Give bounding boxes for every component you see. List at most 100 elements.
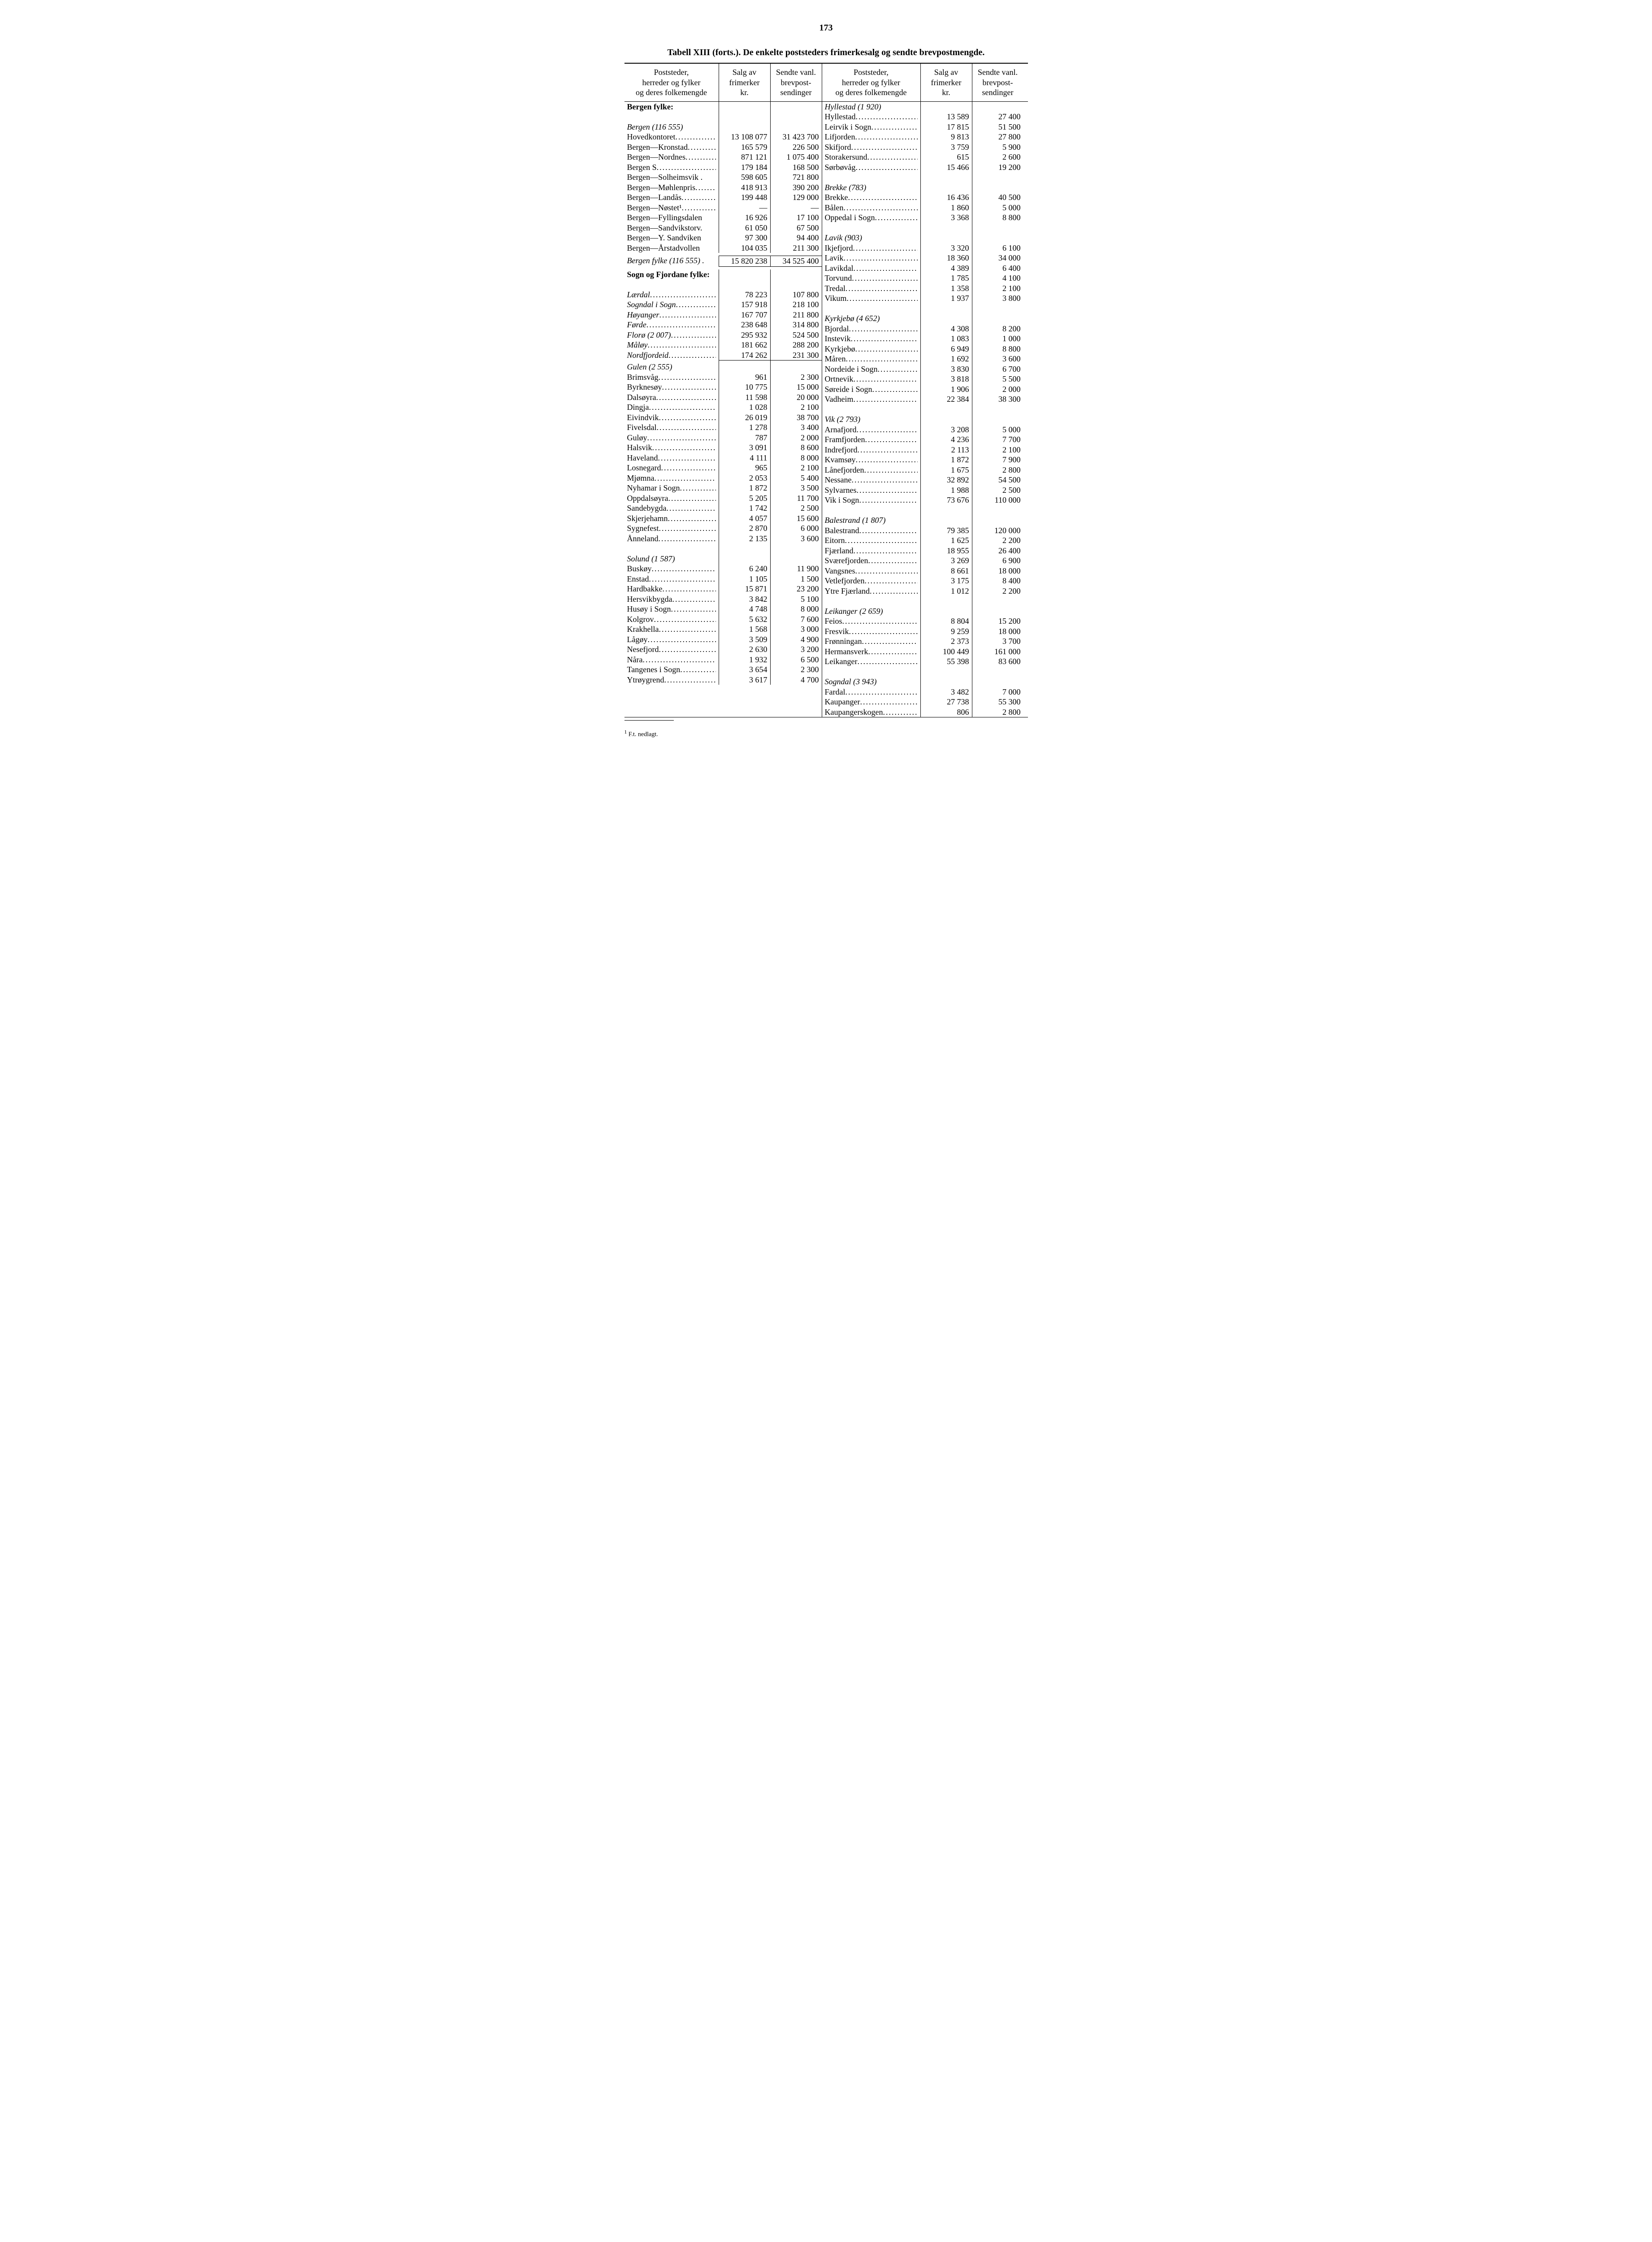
name-cell: Hyllestad (1 920) — [822, 102, 920, 112]
name-cell: Solund (1 587) — [624, 554, 719, 564]
table-row: Arnafjord ..............................… — [822, 425, 1023, 435]
stamps-cell: 1 692 — [920, 354, 972, 364]
name-cell: Vik (2 793) — [822, 414, 920, 425]
send-cell: 31 423 700 — [770, 132, 822, 142]
table-row: Sandebygda .............................… — [624, 503, 822, 513]
stamps-cell: 961 — [719, 372, 770, 382]
table-row: Fardal .................................… — [822, 687, 1023, 697]
name-cell: Dingja .................................… — [624, 402, 719, 413]
stamps-cell: 1 675 — [920, 465, 972, 475]
name-cell: Kaupangerskogen ........................… — [822, 707, 920, 717]
name-cell: Ytre Fjærland ..........................… — [822, 586, 920, 596]
name-cell: Kyrkjebø (4 652) — [822, 313, 920, 324]
send-cell: 6 700 — [972, 364, 1023, 374]
stamps-cell: 174 262 — [719, 350, 770, 361]
name-cell: Lifjorden ..............................… — [822, 132, 920, 142]
table-body: Bergen fylke: Bergen (116 555) Hovedkont… — [624, 102, 1028, 717]
send-cell — [770, 554, 822, 564]
send-cell: 390 200 — [770, 182, 822, 193]
stamps-cell: — — [719, 203, 770, 213]
name-cell: Bergen—Y. Sandviken — [624, 233, 719, 243]
stamps-cell: 16 436 — [920, 192, 972, 203]
send-cell — [770, 112, 822, 122]
name-cell: Gulen (2 555) — [624, 362, 719, 372]
stamps-cell: 16 926 — [719, 213, 770, 223]
table-row: Hermansverk ............................… — [822, 647, 1023, 657]
name-cell: Bjordal ................................… — [822, 324, 920, 334]
send-cell — [972, 102, 1023, 112]
table-row: Høyanger ...............................… — [624, 310, 822, 320]
name-cell: Florø (2 007) ..........................… — [624, 330, 719, 340]
name-cell: Kyrkjebø ...............................… — [822, 344, 920, 354]
stamps-cell: 3 208 — [920, 425, 972, 435]
table-row: Tangenes i Sogn ........................… — [624, 665, 822, 675]
name-cell: Tangenes i Sogn ........................… — [624, 665, 719, 675]
table-row: Bergen fylke (116 555) .15 820 23834 525… — [624, 256, 822, 267]
name-cell: Lærdal .................................… — [624, 290, 719, 300]
stamps-cell: 1 860 — [920, 203, 972, 213]
stamps-cell: 3 269 — [920, 556, 972, 566]
table-row: Frønningan .............................… — [822, 636, 1023, 647]
stamps-cell — [920, 313, 972, 324]
table-row: Enstad .................................… — [624, 574, 822, 584]
send-cell: 40 500 — [972, 192, 1023, 203]
name-cell: Sylvarnes ..............................… — [822, 485, 920, 495]
send-cell: 5 900 — [972, 142, 1023, 152]
stamps-cell: 1 083 — [920, 334, 972, 344]
stamps-cell — [719, 112, 770, 122]
name-cell: Storakersund ...........................… — [822, 152, 920, 162]
send-cell: 18 000 — [972, 626, 1023, 637]
send-cell: 67 500 — [770, 223, 822, 233]
table-row: Lavikdal ...............................… — [822, 263, 1023, 274]
table-row: Buskøy .................................… — [624, 564, 822, 574]
stamps-cell — [719, 554, 770, 564]
send-cell: 94 400 — [770, 233, 822, 243]
stamps-cell — [719, 122, 770, 132]
name-cell: Lavikdal ...............................… — [822, 263, 920, 274]
name-cell: Fjærland ...............................… — [822, 546, 920, 556]
send-cell: 2 200 — [972, 535, 1023, 546]
send-cell: 8 200 — [972, 324, 1023, 334]
send-cell: 54 500 — [972, 475, 1023, 485]
table-row: Bjordal ................................… — [822, 324, 1023, 334]
right-block: Hyllestad (1 920) Hyllestad ............… — [822, 102, 1023, 717]
name-cell — [822, 404, 920, 415]
table-row: Bergen fylke: — [624, 102, 822, 112]
name-cell: Frønningan .............................… — [822, 636, 920, 647]
table-row: Bergen—Nordnes .........................… — [624, 152, 822, 162]
name-cell: Bergen—Nordnes .........................… — [624, 152, 719, 162]
table-row: Kolgrov ................................… — [624, 614, 822, 625]
send-cell: 27 800 — [972, 132, 1023, 142]
send-cell: 26 400 — [972, 546, 1023, 556]
name-cell: Balestrand (1 807) — [822, 515, 920, 526]
table-row: Lifjorden ..............................… — [822, 132, 1023, 142]
table-row: Ortnevik ...............................… — [822, 374, 1023, 384]
table-caption: Tabell XIII (forts.). De enkelte postste… — [624, 47, 1028, 58]
name-cell: Framfjorden ............................… — [822, 434, 920, 445]
stamps-cell: 10 775 — [719, 382, 770, 392]
stamps-cell: 1 742 — [719, 503, 770, 513]
send-cell: 4 700 — [770, 675, 822, 685]
name-cell: Vadheim ................................… — [822, 394, 920, 404]
table-row: Feios ..................................… — [822, 616, 1023, 626]
send-cell — [972, 304, 1023, 314]
stamps-cell: 9 259 — [920, 626, 972, 637]
stamps-cell: 157 918 — [719, 300, 770, 310]
name-cell: Leirvik i Sogn .........................… — [822, 122, 920, 132]
table-row: Førde ..................................… — [624, 320, 822, 330]
table-row: Fivelsdal ..............................… — [624, 422, 822, 433]
send-cell: 5 100 — [770, 594, 822, 604]
table-row: Ytrøygrend .............................… — [624, 675, 822, 685]
stamps-cell: 6 240 — [719, 564, 770, 574]
send-cell: 110 000 — [972, 495, 1023, 505]
stamps-cell: 61 050 — [719, 223, 770, 233]
send-cell: 8 800 — [972, 213, 1023, 223]
stamps-cell: 2 113 — [920, 445, 972, 455]
name-cell: Bergen—Solheimsvik . — [624, 172, 719, 182]
send-cell: 4 900 — [770, 634, 822, 645]
stamps-cell: 4 748 — [719, 604, 770, 614]
name-cell: Guløy ..................................… — [624, 433, 719, 443]
stamps-cell: 3 759 — [920, 142, 972, 152]
table-row: Ikjefjord ..............................… — [822, 243, 1023, 253]
table-row: Indrefjord .............................… — [822, 445, 1023, 455]
